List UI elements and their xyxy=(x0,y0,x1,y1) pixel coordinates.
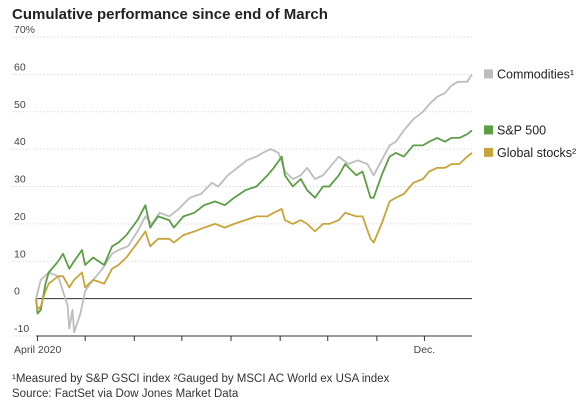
y-axis: -10 0 10 20 30 40 50 60 70% xyxy=(14,24,35,335)
legend-entry: Commodities¹ xyxy=(484,67,574,81)
legend: Commodities¹ S&P 500 Global stocks² xyxy=(484,67,576,160)
legend-swatch xyxy=(484,125,493,135)
grid xyxy=(12,36,472,337)
y-tick-label: 60 xyxy=(14,61,26,73)
x-tick-label: April 2020 xyxy=(14,344,61,356)
legend-entry: Global stocks² xyxy=(484,146,576,160)
legend-swatch xyxy=(484,69,493,79)
chart-title: Cumulative performance since end of Marc… xyxy=(12,6,328,23)
series-line-2 xyxy=(35,152,473,311)
y-tick-label: 20 xyxy=(14,211,26,223)
plot-area xyxy=(35,73,473,334)
y-tick-label: 10 xyxy=(14,248,26,260)
y-tick-label: 30 xyxy=(14,174,26,186)
footnotes: ¹Measured by S&P GSCI index ²Gauged by M… xyxy=(12,372,389,402)
footnote-definitions: ¹Measured by S&P GSCI index ²Gauged by M… xyxy=(12,373,390,385)
legend-label: Global stocks² xyxy=(497,146,576,160)
series-line-1 xyxy=(35,129,473,315)
y-tick-label: 50 xyxy=(14,99,26,111)
x-axis: April 2020 Dec. xyxy=(14,335,472,356)
legend-label: Commodities¹ xyxy=(497,67,574,81)
y-tick-label: 0 xyxy=(14,286,20,298)
y-tick-label: -10 xyxy=(14,323,29,335)
legend-swatch xyxy=(484,147,493,157)
x-tick-label: Dec. xyxy=(414,344,436,356)
series-line-0 xyxy=(35,73,473,334)
footnote-source: Source: FactSet via Dow Jones Market Dat… xyxy=(12,388,239,400)
y-tick-label: 70% xyxy=(14,24,35,36)
y-tick-label: 40 xyxy=(14,136,26,148)
legend-label: S&P 500 xyxy=(497,123,546,137)
legend-entry: S&P 500 xyxy=(484,123,546,137)
